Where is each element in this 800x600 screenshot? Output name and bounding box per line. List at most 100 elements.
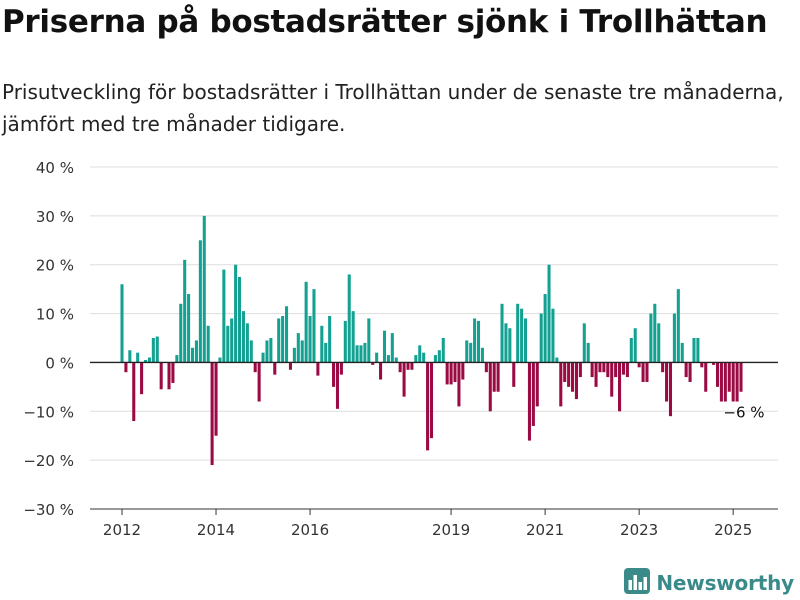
x-tick-label: 2014 <box>197 521 235 539</box>
bar <box>614 362 618 378</box>
bar <box>473 318 477 363</box>
bar <box>715 362 720 387</box>
bar <box>657 323 661 363</box>
bar <box>645 362 649 382</box>
x-tick-label: 2025 <box>714 521 752 539</box>
bar <box>457 362 461 407</box>
bar <box>488 362 492 412</box>
bar <box>363 342 367 363</box>
bar <box>140 362 144 395</box>
bar <box>712 362 716 365</box>
bar <box>426 362 430 451</box>
bar <box>688 362 692 382</box>
bar <box>249 340 253 363</box>
bar <box>316 362 320 376</box>
bar <box>586 342 590 363</box>
bar <box>335 362 340 409</box>
y-tick-label: 10 % <box>36 306 74 324</box>
bar <box>551 308 555 363</box>
bar <box>288 362 292 370</box>
x-tick-label: 2023 <box>620 521 658 539</box>
bar <box>218 357 222 363</box>
bar <box>382 330 387 363</box>
bar <box>418 345 422 363</box>
bar <box>429 362 434 439</box>
bar <box>461 362 465 380</box>
bar <box>371 362 375 365</box>
x-tick-label: 2021 <box>526 521 564 539</box>
bar <box>120 284 124 363</box>
y-tick-label: −20 % <box>23 452 74 470</box>
bar <box>594 362 598 387</box>
bar <box>190 347 195 363</box>
bar <box>269 338 273 363</box>
bar <box>206 325 210 363</box>
bar <box>296 333 300 363</box>
bar <box>402 362 406 397</box>
bar <box>159 362 163 390</box>
y-tick-label: 20 % <box>36 257 74 275</box>
bar <box>351 311 355 363</box>
bar <box>433 355 437 363</box>
bar <box>390 333 394 363</box>
x-axis: 2012 2014 2016 2019 2021 2023 2025 <box>90 508 778 539</box>
y-tick-label: −10 % <box>23 403 74 421</box>
bar <box>320 325 324 363</box>
bar <box>253 362 257 373</box>
bar <box>672 313 676 363</box>
bar <box>257 362 261 402</box>
bars <box>120 215 743 466</box>
bar <box>210 362 214 466</box>
bar <box>132 362 136 422</box>
bar <box>574 362 578 400</box>
bar <box>476 320 481 363</box>
bar <box>194 340 198 363</box>
y-tick-label: 30 % <box>36 208 74 226</box>
bar <box>680 342 684 363</box>
chart-subtitle: Prisutveckling för bostadsrätter i Troll… <box>2 80 784 136</box>
annotations: −6 % <box>723 403 764 421</box>
bar <box>292 347 296 363</box>
bar <box>535 362 539 407</box>
bar <box>496 362 500 392</box>
bar <box>567 362 571 387</box>
bar <box>398 362 402 373</box>
bar <box>735 362 739 402</box>
bar <box>727 362 731 392</box>
bar <box>739 362 743 392</box>
bar <box>198 240 202 363</box>
brand-logo: Newsworthy <box>624 568 794 598</box>
bar <box>386 355 390 363</box>
x-tick-label: 2012 <box>103 521 141 539</box>
bar <box>578 362 582 378</box>
bar <box>590 362 594 378</box>
y-axis-tick-labels: 40 % 30 % 20 % 10 % 0 % −10 % −20 % −30 % <box>23 159 74 519</box>
bar <box>629 338 633 363</box>
bar <box>285 306 289 363</box>
bar <box>508 328 512 363</box>
bar <box>539 313 543 363</box>
bar <box>124 362 128 373</box>
bar <box>359 345 363 363</box>
bar <box>465 340 469 363</box>
bar <box>151 338 155 363</box>
bar <box>633 328 637 363</box>
bar <box>241 311 245 363</box>
bar <box>527 362 531 441</box>
bar <box>453 362 457 382</box>
bar <box>226 325 230 363</box>
bar <box>437 350 441 363</box>
y-tick-label: −30 % <box>23 501 74 519</box>
y-tick-label: 40 % <box>36 159 74 177</box>
bar <box>661 362 665 373</box>
bar <box>230 318 234 363</box>
last-value-label: −6 % <box>723 403 764 421</box>
bar <box>637 362 641 368</box>
y-tick-label: 0 % <box>45 354 74 372</box>
bar <box>339 362 343 375</box>
bar <box>187 294 191 363</box>
bar <box>700 362 704 368</box>
bar <box>469 342 473 363</box>
chart-title: Priserna på bostadsrätter sjönk i Trollh… <box>2 4 768 40</box>
